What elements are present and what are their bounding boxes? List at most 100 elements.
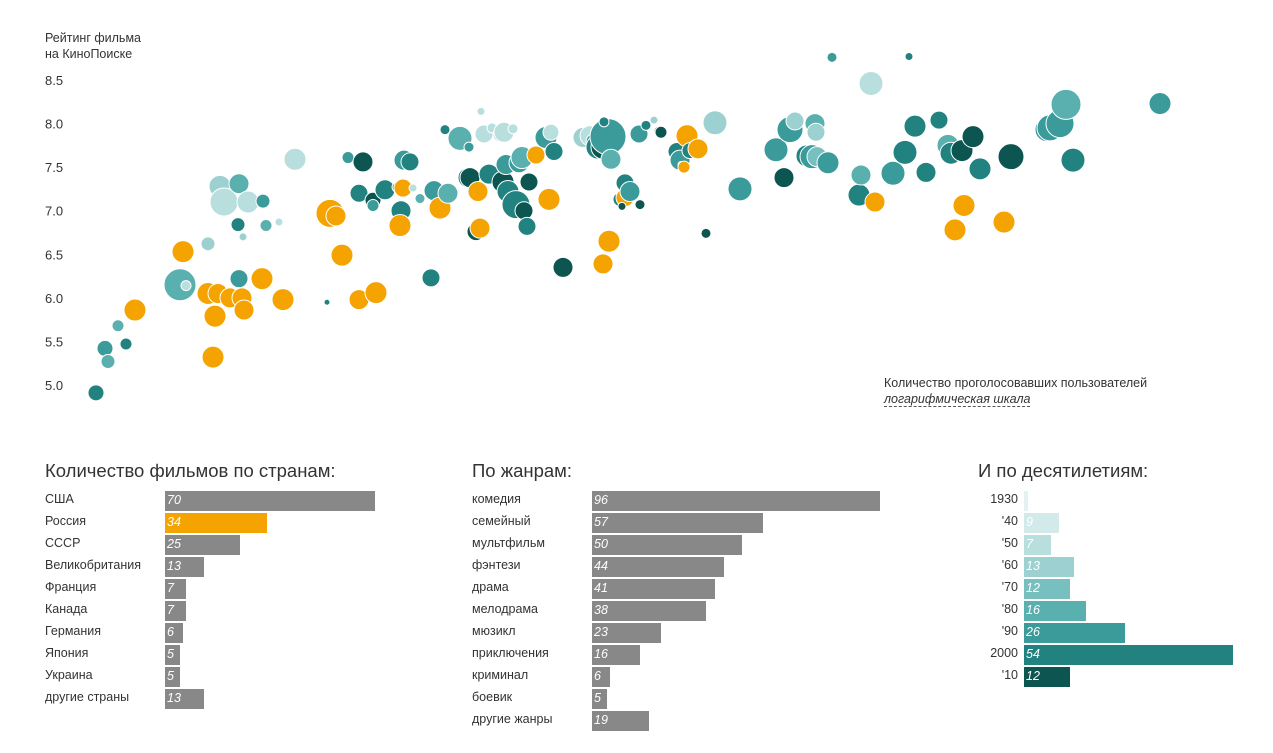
bubble-russia[interactable] bbox=[325, 205, 347, 227]
bubble-russia[interactable] bbox=[233, 299, 255, 321]
bubble-russia[interactable] bbox=[330, 243, 354, 267]
bar[interactable]: 16 bbox=[592, 645, 640, 665]
bar[interactable]: 5 bbox=[165, 667, 180, 687]
bubble-film[interactable] bbox=[806, 122, 826, 142]
bubble-film[interactable] bbox=[542, 123, 560, 141]
bar[interactable] bbox=[1024, 491, 1028, 511]
bubble-film[interactable] bbox=[968, 157, 992, 181]
bubble-film[interactable] bbox=[323, 298, 331, 306]
bubble-film[interactable] bbox=[349, 183, 369, 203]
bubble-film[interactable] bbox=[514, 201, 534, 221]
bubble-film[interactable] bbox=[544, 141, 564, 161]
bubble-russia[interactable] bbox=[364, 281, 388, 305]
bar[interactable]: 13 bbox=[165, 557, 204, 577]
bar[interactable]: 57 bbox=[592, 513, 763, 533]
bubble-film[interactable] bbox=[649, 115, 659, 125]
bubble-film[interactable] bbox=[87, 384, 105, 402]
bubble-film[interactable] bbox=[915, 161, 937, 183]
bar[interactable]: 12 bbox=[1024, 667, 1070, 687]
bubble-film[interactable] bbox=[598, 116, 610, 128]
bubble-film[interactable] bbox=[229, 269, 249, 289]
bubble-film[interactable] bbox=[463, 141, 475, 153]
bubble-film[interactable] bbox=[366, 198, 380, 212]
bubble-russia[interactable] bbox=[388, 214, 412, 238]
bubble-russia[interactable] bbox=[992, 210, 1016, 234]
bubble-film[interactable] bbox=[517, 216, 537, 236]
bubble-film[interactable] bbox=[374, 179, 396, 201]
bubble-russia[interactable] bbox=[864, 191, 886, 213]
bubble-film[interactable] bbox=[727, 176, 753, 202]
bubble-film[interactable] bbox=[640, 119, 652, 131]
bubble-film[interactable] bbox=[238, 232, 248, 242]
bubble-film[interactable] bbox=[100, 353, 116, 369]
bubble-film[interactable] bbox=[997, 143, 1025, 171]
bubble-film[interactable] bbox=[1050, 88, 1082, 120]
bubble-film[interactable] bbox=[634, 199, 646, 211]
bubble-film[interactable] bbox=[929, 110, 949, 130]
bar[interactable]: 41 bbox=[592, 579, 715, 599]
bubble-russia[interactable] bbox=[592, 253, 614, 275]
bubble-film[interactable] bbox=[228, 173, 250, 195]
bubble-film[interactable] bbox=[619, 181, 641, 203]
bar[interactable]: 9 bbox=[1024, 513, 1059, 533]
bubble-film[interactable] bbox=[408, 183, 418, 193]
bar[interactable]: 44 bbox=[592, 557, 724, 577]
bubble-film[interactable] bbox=[414, 193, 426, 205]
bar[interactable]: 34 bbox=[165, 513, 267, 533]
bar[interactable]: 16 bbox=[1024, 601, 1086, 621]
bar[interactable]: 26 bbox=[1024, 623, 1125, 643]
bar[interactable]: 5 bbox=[592, 689, 607, 709]
bubble-russia[interactable] bbox=[271, 288, 295, 312]
bar[interactable]: 38 bbox=[592, 601, 706, 621]
bar[interactable]: 54 bbox=[1024, 645, 1233, 665]
bubble-film[interactable] bbox=[904, 51, 914, 61]
bubble-russia[interactable] bbox=[201, 345, 225, 369]
bar[interactable]: 25 bbox=[165, 535, 240, 555]
bubble-russia[interactable] bbox=[467, 181, 489, 203]
bubble-film[interactable] bbox=[892, 139, 918, 165]
bubble-russia[interactable] bbox=[597, 229, 621, 253]
bar[interactable]: 70 bbox=[165, 491, 375, 511]
bubble-film[interactable] bbox=[552, 256, 574, 278]
bubble-russia[interactable] bbox=[526, 145, 546, 165]
bubble-russia[interactable] bbox=[203, 304, 227, 328]
bar[interactable]: 19 bbox=[592, 711, 649, 731]
bubble-film[interactable] bbox=[858, 70, 884, 96]
bar[interactable]: 6 bbox=[592, 667, 610, 687]
bubble-film[interactable] bbox=[352, 151, 374, 173]
bubble-film[interactable] bbox=[880, 160, 906, 186]
bubble-film[interactable] bbox=[617, 201, 627, 211]
bubble-film[interactable] bbox=[119, 337, 133, 351]
log-scale-link[interactable]: логарифмическая шкала bbox=[884, 392, 1031, 407]
bubble-film[interactable] bbox=[826, 51, 838, 63]
bubble-film[interactable] bbox=[437, 182, 459, 204]
bubble-film[interactable] bbox=[400, 152, 420, 172]
bubble-film[interactable] bbox=[1060, 147, 1086, 173]
bubble-film[interactable] bbox=[850, 164, 872, 186]
bubble-russia[interactable] bbox=[250, 267, 274, 291]
bubble-film[interactable] bbox=[163, 268, 197, 302]
bar[interactable]: 23 bbox=[592, 623, 661, 643]
bubble-film[interactable] bbox=[341, 151, 355, 165]
bar[interactable]: 96 bbox=[592, 491, 880, 511]
bubble-film[interactable] bbox=[421, 268, 441, 288]
bubble-russia[interactable] bbox=[171, 240, 195, 264]
bubble-russia[interactable] bbox=[952, 193, 976, 217]
bubble-russia[interactable] bbox=[943, 218, 967, 242]
bubble-russia[interactable] bbox=[469, 217, 491, 239]
bubble-russia[interactable] bbox=[123, 298, 147, 322]
bubble-film[interactable] bbox=[507, 123, 519, 135]
bubble-film[interactable] bbox=[180, 280, 192, 292]
bar[interactable]: 6 bbox=[165, 623, 183, 643]
bubble-film[interactable] bbox=[200, 236, 216, 252]
bubble-russia[interactable] bbox=[687, 138, 709, 160]
bar[interactable]: 12 bbox=[1024, 579, 1070, 599]
bubble-film[interactable] bbox=[259, 219, 273, 233]
bubble-film[interactable] bbox=[283, 147, 307, 171]
bar[interactable]: 7 bbox=[165, 579, 186, 599]
bubble-film[interactable] bbox=[519, 172, 539, 192]
bubble-film[interactable] bbox=[600, 148, 622, 170]
bubble-film[interactable] bbox=[702, 110, 728, 136]
bubble-film[interactable] bbox=[654, 125, 668, 139]
bar[interactable]: 13 bbox=[1024, 557, 1074, 577]
